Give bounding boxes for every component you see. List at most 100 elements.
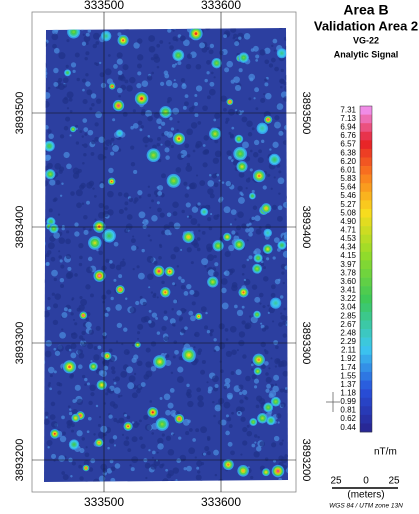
texture bbox=[172, 282, 176, 286]
texture bbox=[38, 241, 42, 245]
texture bbox=[212, 157, 220, 164]
texture bbox=[87, 343, 94, 350]
texture bbox=[251, 189, 255, 194]
texture bbox=[208, 226, 213, 231]
texture bbox=[196, 466, 200, 470]
texture bbox=[196, 174, 199, 177]
texture bbox=[90, 93, 97, 99]
texture bbox=[262, 305, 266, 309]
anomaly bbox=[118, 132, 121, 134]
texture bbox=[38, 50, 44, 56]
texture bbox=[85, 41, 89, 45]
anomaly bbox=[267, 118, 269, 121]
texture bbox=[83, 460, 90, 466]
anomaly bbox=[256, 370, 259, 373]
texture bbox=[190, 122, 198, 129]
texture bbox=[164, 147, 170, 153]
texture bbox=[186, 162, 191, 167]
texture bbox=[153, 112, 160, 119]
y-coord-label: 3893400 bbox=[14, 206, 26, 249]
anomaly bbox=[160, 422, 164, 426]
texture bbox=[62, 83, 67, 88]
texture bbox=[46, 23, 50, 27]
texture bbox=[262, 185, 267, 190]
texture bbox=[259, 302, 262, 305]
texture bbox=[183, 467, 187, 471]
texture bbox=[157, 207, 162, 213]
texture bbox=[47, 297, 51, 301]
texture bbox=[223, 485, 225, 487]
title: Area B bbox=[343, 2, 388, 18]
texture bbox=[76, 77, 80, 82]
texture bbox=[152, 294, 157, 299]
texture bbox=[202, 144, 206, 147]
texture bbox=[83, 127, 89, 132]
texture bbox=[44, 240, 46, 247]
texture bbox=[155, 194, 158, 198]
texture bbox=[249, 168, 253, 172]
texture bbox=[161, 325, 167, 331]
texture bbox=[231, 281, 238, 288]
texture bbox=[185, 63, 192, 70]
texture bbox=[283, 81, 288, 86]
texture bbox=[103, 155, 107, 159]
texture bbox=[228, 244, 235, 252]
texture bbox=[221, 302, 229, 310]
anomaly bbox=[237, 243, 241, 246]
texture bbox=[254, 441, 257, 444]
texture bbox=[74, 231, 80, 237]
colorbar-label: 7.13 bbox=[340, 114, 356, 123]
texture bbox=[136, 388, 141, 394]
texture bbox=[46, 439, 53, 446]
texture bbox=[113, 64, 118, 69]
texture bbox=[123, 440, 130, 447]
texture bbox=[183, 291, 189, 296]
texture bbox=[226, 150, 232, 156]
texture bbox=[224, 67, 230, 73]
texture bbox=[68, 411, 73, 416]
texture bbox=[266, 383, 271, 389]
texture bbox=[196, 460, 203, 467]
texture bbox=[207, 269, 215, 277]
anomaly bbox=[85, 467, 87, 469]
texture bbox=[86, 430, 90, 434]
texture bbox=[197, 121, 202, 125]
texture bbox=[176, 128, 179, 132]
texture bbox=[186, 186, 190, 190]
texture bbox=[270, 292, 276, 298]
texture bbox=[139, 419, 142, 423]
texture bbox=[180, 248, 183, 251]
texture bbox=[108, 259, 113, 264]
texture bbox=[59, 331, 66, 339]
texture bbox=[268, 367, 271, 370]
texture bbox=[278, 170, 282, 174]
colorbar-swatch bbox=[360, 106, 372, 115]
texture bbox=[184, 326, 188, 330]
anomaly bbox=[187, 235, 190, 239]
texture bbox=[124, 482, 130, 488]
anomaly bbox=[270, 419, 272, 422]
texture bbox=[44, 28, 50, 29]
texture bbox=[199, 42, 206, 49]
anomaly bbox=[74, 417, 77, 419]
texture bbox=[214, 473, 218, 477]
texture bbox=[194, 93, 198, 97]
texture bbox=[81, 135, 84, 138]
texture bbox=[254, 87, 260, 93]
texture bbox=[207, 188, 214, 195]
texture bbox=[264, 361, 269, 366]
texture bbox=[98, 136, 105, 143]
texture bbox=[106, 289, 112, 295]
colorbar-label: 1.92 bbox=[340, 354, 356, 363]
colorbar-label: 5.64 bbox=[340, 183, 356, 192]
texture bbox=[58, 382, 63, 387]
texture bbox=[197, 470, 201, 474]
texture bbox=[68, 273, 72, 277]
texture bbox=[98, 202, 104, 209]
texture bbox=[274, 278, 281, 285]
texture bbox=[278, 455, 284, 461]
texture bbox=[282, 333, 287, 338]
texture bbox=[44, 154, 51, 162]
texture bbox=[175, 38, 179, 42]
texture bbox=[78, 464, 83, 469]
